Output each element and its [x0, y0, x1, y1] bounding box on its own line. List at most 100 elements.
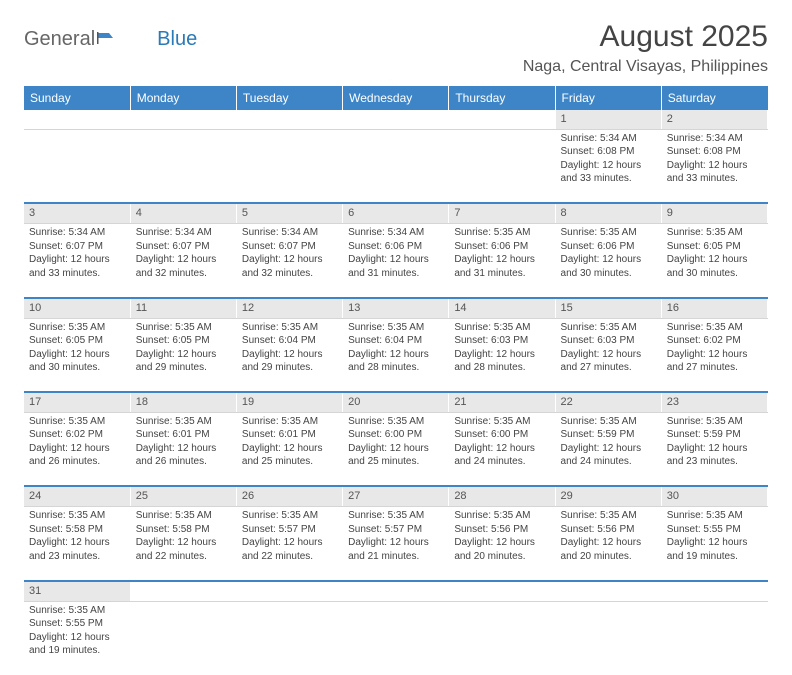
day-header: Wednesday — [343, 86, 449, 110]
day-number-cell: 31 — [24, 581, 130, 601]
day-cell: Sunrise: 5:34 AMSunset: 6:07 PMDaylight:… — [130, 224, 236, 298]
sunset-line: Sunset: 6:03 PM — [454, 334, 549, 348]
sunset-line: Sunset: 5:56 PM — [454, 523, 549, 537]
daylight-line2: and 21 minutes. — [348, 550, 443, 564]
sunset-line: Sunset: 5:57 PM — [348, 523, 443, 537]
day-cell — [661, 601, 767, 675]
daylight-line2: and 28 minutes. — [454, 361, 549, 375]
daylight-line: Daylight: 12 hours — [561, 442, 656, 456]
sunrise-line: Sunrise: 5:34 AM — [561, 132, 656, 146]
daylight-line2: and 29 minutes. — [136, 361, 231, 375]
day-header: Monday — [130, 86, 236, 110]
day-number-cell: 5 — [236, 203, 342, 223]
daylight-line: Daylight: 12 hours — [561, 159, 656, 173]
sunset-line: Sunset: 6:01 PM — [242, 428, 337, 442]
day-cell — [130, 601, 236, 675]
daylight-line: Daylight: 12 hours — [348, 348, 443, 362]
sunrise-line: Sunrise: 5:35 AM — [454, 509, 549, 523]
daylight-line2: and 32 minutes. — [242, 267, 337, 281]
day-cell: Sunrise: 5:35 AMSunset: 6:02 PMDaylight:… — [24, 412, 130, 486]
day-number-cell — [449, 581, 555, 601]
day-cell — [343, 601, 449, 675]
daylight-line: Daylight: 12 hours — [136, 442, 231, 456]
sunrise-line: Sunrise: 5:35 AM — [561, 415, 656, 429]
day-cell: Sunrise: 5:35 AMSunset: 5:57 PMDaylight:… — [236, 507, 342, 581]
sunrise-line: Sunrise: 5:35 AM — [29, 509, 125, 523]
week-row: Sunrise: 5:35 AMSunset: 6:05 PMDaylight:… — [24, 318, 768, 392]
daylight-line2: and 33 minutes. — [29, 267, 125, 281]
day-number-cell: 22 — [555, 392, 661, 412]
sunset-line: Sunset: 5:58 PM — [136, 523, 231, 537]
day-cell: Sunrise: 5:35 AMSunset: 6:05 PMDaylight:… — [661, 224, 767, 298]
day-number-cell — [449, 110, 555, 129]
sunrise-line: Sunrise: 5:35 AM — [454, 321, 549, 335]
day-cell: Sunrise: 5:35 AMSunset: 6:04 PMDaylight:… — [236, 318, 342, 392]
daylight-line: Daylight: 12 hours — [454, 253, 549, 267]
daylight-line2: and 32 minutes. — [136, 267, 231, 281]
day-cell: Sunrise: 5:35 AMSunset: 5:56 PMDaylight:… — [449, 507, 555, 581]
sunset-line: Sunset: 6:06 PM — [454, 240, 549, 254]
daylight-line: Daylight: 12 hours — [667, 442, 762, 456]
day-cell — [343, 129, 449, 203]
sunset-line: Sunset: 6:06 PM — [561, 240, 656, 254]
sunset-line: Sunset: 5:55 PM — [667, 523, 762, 537]
sunrise-line: Sunrise: 5:35 AM — [667, 415, 762, 429]
day-number-cell: 24 — [24, 486, 130, 506]
day-number-cell: 17 — [24, 392, 130, 412]
sunrise-line: Sunrise: 5:35 AM — [136, 321, 231, 335]
day-number-cell: 12 — [236, 298, 342, 318]
sunset-line: Sunset: 6:07 PM — [242, 240, 337, 254]
day-cell: Sunrise: 5:35 AMSunset: 6:03 PMDaylight:… — [449, 318, 555, 392]
day-header: Saturday — [661, 86, 767, 110]
day-header-row: SundayMondayTuesdayWednesdayThursdayFrid… — [24, 86, 768, 110]
daylight-line2: and 30 minutes. — [667, 267, 762, 281]
day-cell: Sunrise: 5:35 AMSunset: 5:55 PMDaylight:… — [661, 507, 767, 581]
day-number-cell — [661, 581, 767, 601]
daylight-line2: and 30 minutes. — [29, 361, 125, 375]
day-number-cell: 21 — [449, 392, 555, 412]
day-number-cell — [555, 581, 661, 601]
sunrise-line: Sunrise: 5:34 AM — [667, 132, 762, 146]
sunrise-line: Sunrise: 5:35 AM — [136, 509, 231, 523]
day-number-cell: 16 — [661, 298, 767, 318]
sunset-line: Sunset: 6:00 PM — [348, 428, 443, 442]
day-cell: Sunrise: 5:35 AMSunset: 5:58 PMDaylight:… — [24, 507, 130, 581]
logo-text-3: Blue — [157, 28, 197, 51]
day-cell: Sunrise: 5:34 AMSunset: 6:07 PMDaylight:… — [24, 224, 130, 298]
day-number-row: 12 — [24, 110, 768, 129]
daylight-line: Daylight: 12 hours — [667, 536, 762, 550]
day-number-cell: 26 — [236, 486, 342, 506]
day-cell: Sunrise: 5:34 AMSunset: 6:07 PMDaylight:… — [236, 224, 342, 298]
daylight-line: Daylight: 12 hours — [561, 536, 656, 550]
daylight-line: Daylight: 12 hours — [29, 442, 125, 456]
day-number-cell: 7 — [449, 203, 555, 223]
sunset-line: Sunset: 6:04 PM — [242, 334, 337, 348]
day-number-cell — [343, 581, 449, 601]
daylight-line: Daylight: 12 hours — [561, 348, 656, 362]
day-number-row: 10111213141516 — [24, 298, 768, 318]
daylight-line: Daylight: 12 hours — [348, 536, 443, 550]
day-number-cell: 4 — [130, 203, 236, 223]
week-row: Sunrise: 5:34 AMSunset: 6:08 PMDaylight:… — [24, 129, 768, 203]
day-header: Sunday — [24, 86, 130, 110]
day-number-cell: 10 — [24, 298, 130, 318]
day-cell — [449, 601, 555, 675]
daylight-line2: and 33 minutes. — [561, 172, 656, 186]
sunset-line: Sunset: 6:02 PM — [667, 334, 762, 348]
sunrise-line: Sunrise: 5:35 AM — [348, 509, 443, 523]
day-cell: Sunrise: 5:35 AMSunset: 6:00 PMDaylight:… — [449, 412, 555, 486]
day-cell — [236, 601, 342, 675]
day-number-cell: 25 — [130, 486, 236, 506]
sunset-line: Sunset: 5:55 PM — [29, 617, 125, 631]
daylight-line: Daylight: 12 hours — [242, 348, 337, 362]
sunrise-line: Sunrise: 5:35 AM — [242, 509, 337, 523]
header: GeneralBlue August 2025 Naga, Central Vi… — [24, 20, 768, 76]
daylight-line: Daylight: 12 hours — [454, 442, 549, 456]
sunset-line: Sunset: 6:06 PM — [348, 240, 443, 254]
location-text: Naga, Central Visayas, Philippines — [523, 58, 768, 76]
day-cell: Sunrise: 5:35 AMSunset: 5:56 PMDaylight:… — [555, 507, 661, 581]
sunrise-line: Sunrise: 5:35 AM — [348, 321, 443, 335]
day-number-cell — [130, 110, 236, 129]
day-cell — [555, 601, 661, 675]
daylight-line2: and 20 minutes. — [454, 550, 549, 564]
